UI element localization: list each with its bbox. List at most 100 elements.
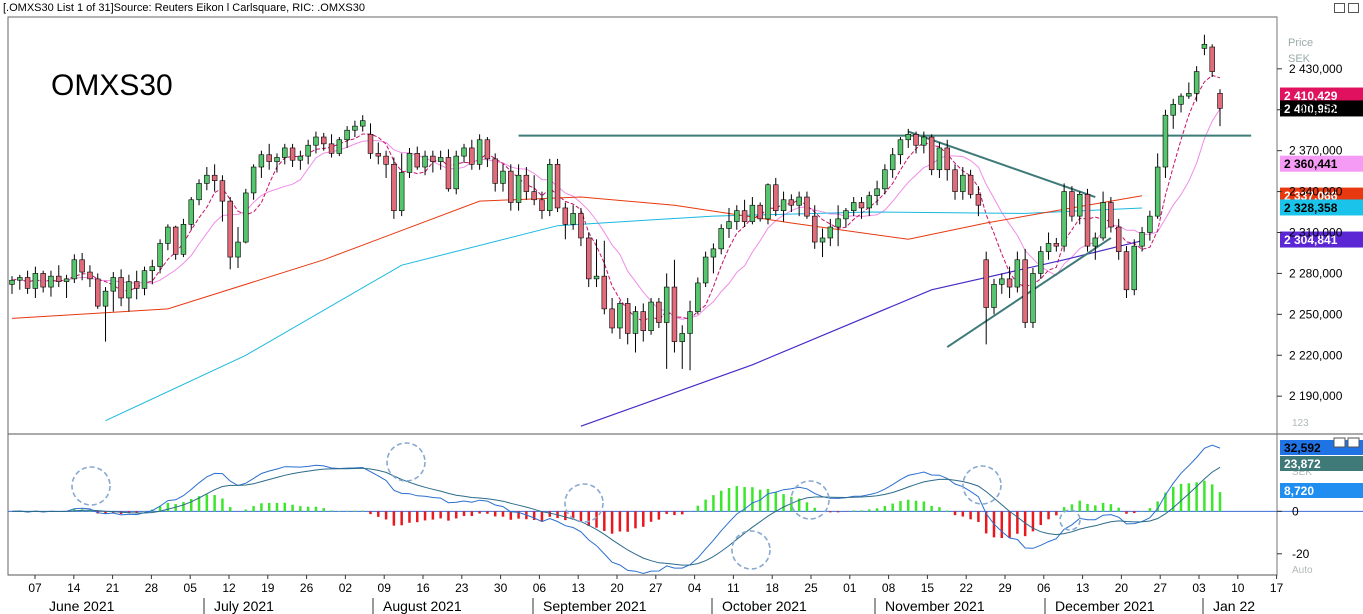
month-label: September 2021 <box>543 598 647 614</box>
candle-body <box>874 188 880 196</box>
day-tick-label: 20 <box>610 581 624 595</box>
candle <box>274 153 280 173</box>
candle-body <box>609 308 615 329</box>
candle <box>141 266 148 296</box>
ma200-line <box>580 240 1143 427</box>
candle <box>640 303 646 342</box>
candle <box>695 277 701 315</box>
candle-body <box>180 224 187 255</box>
candle-body <box>1123 251 1130 291</box>
candle <box>453 150 459 195</box>
candle <box>827 218 834 247</box>
candle-body <box>952 169 958 192</box>
candle <box>40 270 46 293</box>
candle <box>804 191 810 219</box>
candle <box>1147 210 1153 241</box>
candle <box>367 123 374 159</box>
candle <box>609 297 615 334</box>
ma100-line <box>105 207 1143 422</box>
candle-body <box>944 147 950 171</box>
candle <box>679 325 685 369</box>
candle-body <box>905 133 911 141</box>
candle-body <box>328 143 335 154</box>
macd-tick-label: 0 <box>1292 504 1299 518</box>
cross-highlight-circle <box>564 483 604 523</box>
candle <box>211 164 218 192</box>
candle-body <box>118 277 124 299</box>
candle <box>734 205 740 230</box>
candle-body <box>734 210 740 222</box>
candle <box>398 153 405 217</box>
candle <box>718 224 724 255</box>
day-tick-label: 17 <box>1270 581 1284 595</box>
price-tick-label: 2 370,000 <box>1289 144 1343 158</box>
candle <box>874 180 880 206</box>
macd-side-label: SEK <box>1292 467 1312 478</box>
price-badge: 2 400,952 <box>1280 100 1363 117</box>
macd-badge-bg <box>1280 456 1363 471</box>
candle-body <box>1014 259 1021 288</box>
day-tick-label: 22 <box>960 581 974 595</box>
candle-body <box>79 259 85 273</box>
candle <box>305 139 311 165</box>
day-tick-label: 13 <box>572 581 586 595</box>
candle <box>321 132 327 151</box>
candle <box>87 265 93 288</box>
day-tick-label: 28 <box>145 581 159 595</box>
price-badge-bg <box>1280 87 1363 104</box>
macd-badge-label: 32,592 <box>1284 441 1321 455</box>
candle <box>967 169 974 199</box>
price-badge: 2 410,429 <box>1280 87 1363 104</box>
candle-body <box>928 136 935 171</box>
candle <box>796 191 802 217</box>
cross-highlight-circle <box>1059 509 1081 531</box>
candle <box>1115 218 1122 260</box>
price-tick-label: 2 250,000 <box>1289 307 1343 321</box>
candle <box>1178 93 1184 113</box>
day-tick-label: 07 <box>28 581 42 595</box>
signal-line <box>11 466 1221 566</box>
candle-body <box>1115 226 1122 252</box>
candle-body <box>63 278 70 282</box>
candle <box>1123 246 1130 298</box>
candle-body <box>1154 166 1161 217</box>
candle-body <box>422 155 428 168</box>
close-icon[interactable] <box>1348 3 1359 13</box>
candle <box>780 191 787 222</box>
candle-body <box>523 174 530 192</box>
candle-body <box>1077 194 1083 217</box>
candle <box>149 259 155 285</box>
restore-icon[interactable] <box>1334 3 1345 13</box>
candle-body <box>726 221 732 229</box>
month-label: August 2021 <box>383 598 462 614</box>
candle-body <box>640 311 646 332</box>
candle-body <box>500 170 506 184</box>
candle-body <box>913 133 919 146</box>
day-tick-label: 29 <box>998 581 1012 595</box>
candle-body <box>126 281 132 299</box>
day-tick-label: 25 <box>804 581 818 595</box>
cross-highlight-circle <box>71 466 111 506</box>
day-tick-label: 01 <box>843 581 857 595</box>
candle <box>383 150 389 178</box>
candle <box>850 197 857 217</box>
ma5-line <box>11 74 1221 322</box>
trendline-up-trend <box>946 237 1112 348</box>
day-tick-label: 03 <box>1192 581 1206 595</box>
candle-body <box>414 153 420 168</box>
candle-body <box>617 303 623 329</box>
month-label: October 2021 <box>722 598 807 614</box>
price-tick-label: 2 340,000 <box>1289 185 1343 199</box>
ma10-line <box>11 108 1221 320</box>
candle <box>102 287 109 342</box>
candle-body <box>1108 202 1114 228</box>
candle <box>671 259 678 353</box>
candle-body <box>274 157 280 162</box>
time-axis: 07 14 21 28 05 12 19 26 02 09 16 23 30 06 13 20 27 04 11 18… <box>8 574 1284 614</box>
candle <box>866 191 873 217</box>
candles <box>9 34 1223 371</box>
candle-body <box>999 278 1005 285</box>
candle <box>133 270 140 300</box>
candle <box>266 143 272 170</box>
